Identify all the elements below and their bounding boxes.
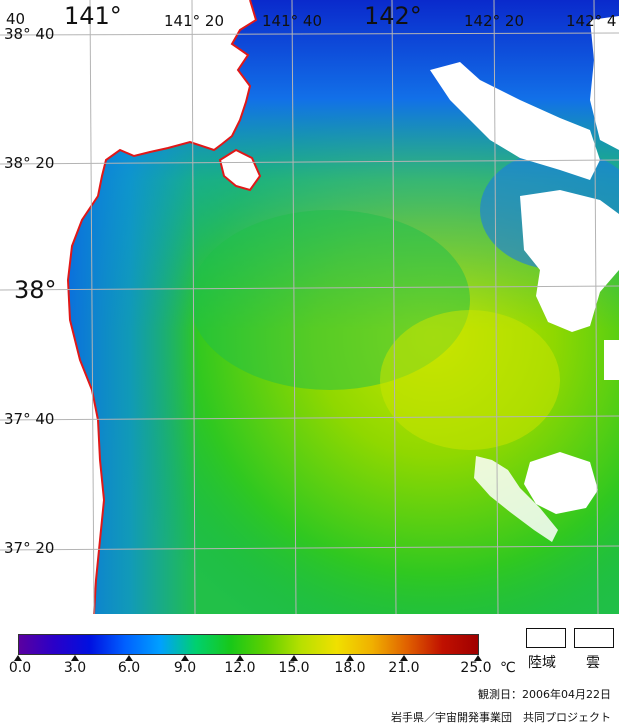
yellow-patch	[380, 310, 560, 450]
colorbar-tick	[125, 655, 133, 661]
lat-label-38: 38°	[14, 276, 57, 304]
cloud-legend-label: 雲	[586, 655, 600, 671]
colorbar-label: 21.0	[388, 660, 420, 676]
lat-label-37-40: 37° 40	[4, 410, 55, 428]
sea-surface-temperature-map	[0, 0, 619, 614]
cloud-north	[430, 62, 600, 180]
colorbar-tick	[14, 655, 22, 661]
lat-label-38-40: 38° 40	[4, 25, 55, 43]
land-honshu	[0, 0, 256, 614]
colorbar-tick	[290, 655, 298, 661]
credit-line: 岩手県／宇宙開発事業団 共同プロジェクト	[391, 711, 611, 724]
colorbar-label: 6.0	[117, 660, 141, 676]
colorbar-tick	[474, 655, 482, 661]
temperature-colorbar	[18, 634, 479, 655]
colorbar-tick	[71, 655, 79, 661]
cloud-legend-swatch	[574, 628, 614, 648]
colorbar-label: 25.0	[460, 660, 492, 676]
lat-label-38-20: 38° 20	[4, 154, 55, 172]
lon-label-142-20: 142° 20	[464, 12, 524, 30]
cloud-edge-right	[604, 340, 619, 380]
observation-date: 観測日：2006年04月22日	[478, 688, 611, 701]
lon-label-141: 141°	[64, 2, 122, 30]
island-oshika	[218, 148, 262, 192]
colorbar-label: 3.0	[63, 660, 87, 676]
colorbar-label: 18.0	[334, 660, 366, 676]
lon-label-142-40: 142° 4	[566, 12, 617, 30]
colorbar-tick	[346, 655, 354, 661]
cloud-speckle-south	[474, 456, 558, 542]
lon-label-142: 142°	[364, 2, 422, 30]
cloud-east	[520, 190, 619, 332]
colorbar-label: 0.0	[8, 660, 32, 676]
coastline	[66, 0, 258, 614]
lon-label-141-20: 141° 20	[164, 12, 224, 30]
land-legend-label: 陸域	[528, 655, 556, 671]
colorbar-tick	[236, 655, 244, 661]
lon-label-141-40: 141° 40	[262, 12, 322, 30]
colorbar-tick	[181, 655, 189, 661]
colorbar-unit: ℃	[500, 660, 516, 676]
colorbar-label: 9.0	[173, 660, 197, 676]
colorbar-label: 15.0	[278, 660, 310, 676]
land-legend-swatch	[526, 628, 566, 648]
colorbar-label: 12.0	[224, 660, 256, 676]
cloud-northeast	[590, 16, 619, 150]
lat-label-37-20: 37° 20	[4, 539, 55, 557]
cloud-southeast	[524, 452, 598, 514]
colorbar-tick	[400, 655, 408, 661]
graticule	[0, 0, 619, 614]
corner-label: 40	[6, 10, 26, 28]
